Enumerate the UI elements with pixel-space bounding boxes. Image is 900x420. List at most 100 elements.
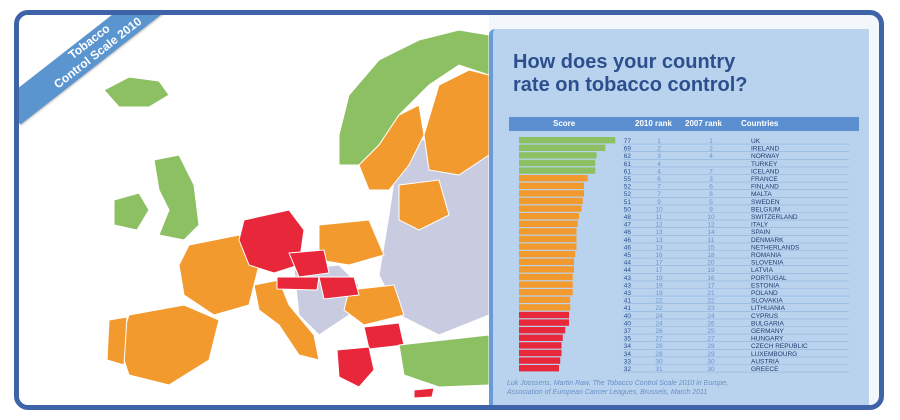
bar-row: 62 3 4 NORWAY: [519, 152, 849, 160]
rank-2010-label: 10: [655, 206, 663, 213]
rank-2007-label: 10: [707, 214, 715, 221]
score-bar: [519, 273, 573, 281]
rank-2010-label: 19: [655, 282, 663, 289]
map-uk: [153, 154, 200, 241]
score-label: 40: [624, 313, 632, 320]
score-label: 46: [624, 244, 632, 251]
country-label: BELGIUM: [751, 206, 780, 213]
score-label: 32: [624, 366, 632, 373]
score-label: 34: [624, 351, 632, 358]
rank-2007-label: 19: [707, 267, 715, 274]
score-label: 34: [624, 343, 632, 350]
bar-row: 50 10 9 BELGIUM: [519, 205, 849, 213]
map-finland: [423, 69, 489, 176]
score-label: 47: [624, 222, 632, 229]
score-label: 52: [624, 191, 632, 198]
rank-2010-label: 13: [655, 237, 663, 244]
bar-row: 37 26 25 GERMANY: [519, 327, 849, 335]
country-label: BULGARIA: [751, 320, 785, 327]
rank-2010-label: 22: [655, 298, 663, 305]
rank-2007-label: 12: [707, 222, 715, 229]
column-header: Score 2010 rank 2007 rank Countries: [509, 117, 859, 131]
rank-2010-label: 13: [655, 229, 663, 236]
panel-title-line1: How does your country: [513, 51, 736, 73]
score-bar: [519, 243, 577, 250]
score-bar: [519, 319, 569, 326]
score-bar: [519, 197, 583, 205]
map-turkey: [398, 334, 489, 388]
score-bar: [519, 334, 563, 341]
map-ireland: [113, 192, 150, 231]
map-portugal: [106, 316, 128, 366]
bar-row: 32 31 30 GREECE: [519, 365, 849, 373]
score-label: 48: [624, 214, 632, 221]
score-bar: [519, 152, 597, 159]
map-spain: [118, 304, 220, 386]
rank-2007-label: 21: [707, 290, 715, 297]
score-bar: [519, 281, 573, 288]
rank-2007-label: 17: [707, 282, 715, 289]
country-label: SPAIN: [751, 229, 770, 236]
rank-2010-label: 27: [655, 336, 663, 343]
panel-title: How does your country rate on tobacco co…: [513, 51, 863, 97]
rank-2007-label: 6: [709, 184, 713, 191]
score-bar: [519, 205, 582, 212]
rank-2007-label: 2: [709, 146, 713, 153]
rank-2007-label: 8: [709, 191, 713, 198]
country-label: LUXEMBOURG: [751, 351, 797, 358]
rank-2007-label: 5: [709, 199, 713, 206]
score-bar: [519, 228, 577, 235]
bar-row: 41 22 22 SLOVAKIA: [519, 296, 849, 305]
map-germany: [238, 209, 305, 274]
rank-2010-label: 2: [657, 146, 661, 153]
score-label: 43: [624, 290, 632, 297]
rank-2010-label: 31: [655, 366, 663, 373]
score-bar: [519, 266, 574, 273]
country-label: SWEDEN: [751, 199, 780, 206]
rank-2010-label: 17: [655, 260, 663, 267]
score-bar: [519, 311, 569, 319]
rank-2007-label: 7: [709, 168, 713, 175]
score-bar: [519, 365, 559, 372]
rank-2007-label: 1: [709, 138, 713, 145]
source-citation: Luk Joossens, Martin Raw, The Tobacco Co…: [507, 379, 867, 397]
score-label: 44: [624, 267, 632, 274]
bar-row: 52 7 8 MALTA: [519, 190, 849, 198]
rank-2010-label: 1: [657, 138, 661, 145]
bar-row: 61 4 TURKEY: [519, 159, 849, 168]
score-bar: [519, 327, 566, 334]
bar-row: 41 22 23 LITHUANIA: [519, 304, 849, 312]
country-label: LATVIA: [751, 267, 774, 274]
rank-2010-label: 6: [657, 176, 661, 183]
bar-row: 40 24 26 BULGARIA: [519, 319, 849, 327]
rank-2007-label: 27: [707, 336, 715, 343]
rank-2007-label: 30: [707, 366, 715, 373]
rank-2007-label: 11: [708, 237, 715, 244]
header-rank-2010: 2010 rank: [635, 119, 672, 128]
bar-row: 35 27 27 HUNGARY: [519, 334, 849, 343]
map-cyprus: [413, 387, 435, 399]
score-label: 46: [624, 229, 632, 236]
score-label: 43: [624, 275, 632, 282]
country-label: FRANCE: [751, 176, 778, 183]
map-region-east: [378, 124, 489, 336]
bar-row: 43 19 21 POLAND: [519, 289, 849, 297]
score-label: 77: [624, 138, 632, 145]
score-label: 43: [624, 282, 632, 289]
rank-2010-label: 28: [655, 343, 663, 350]
score-bar: [519, 159, 596, 167]
score-label: 61: [624, 168, 632, 175]
rank-2007-label: 26: [707, 320, 715, 327]
score-label: 44: [624, 260, 632, 267]
map-bulgaria: [363, 322, 405, 350]
rank-2007-label: 14: [707, 229, 715, 236]
map-baltics: [398, 179, 450, 231]
country-label: CZECH REPUBLIC: [751, 343, 808, 350]
rank-2007-label: 16: [707, 275, 715, 282]
score-bar: [519, 289, 573, 296]
score-label: 33: [624, 358, 632, 365]
bar-row: 47 12 12 ITALY: [519, 220, 849, 229]
score-bar: [519, 137, 616, 144]
header-score: Score: [553, 119, 576, 128]
